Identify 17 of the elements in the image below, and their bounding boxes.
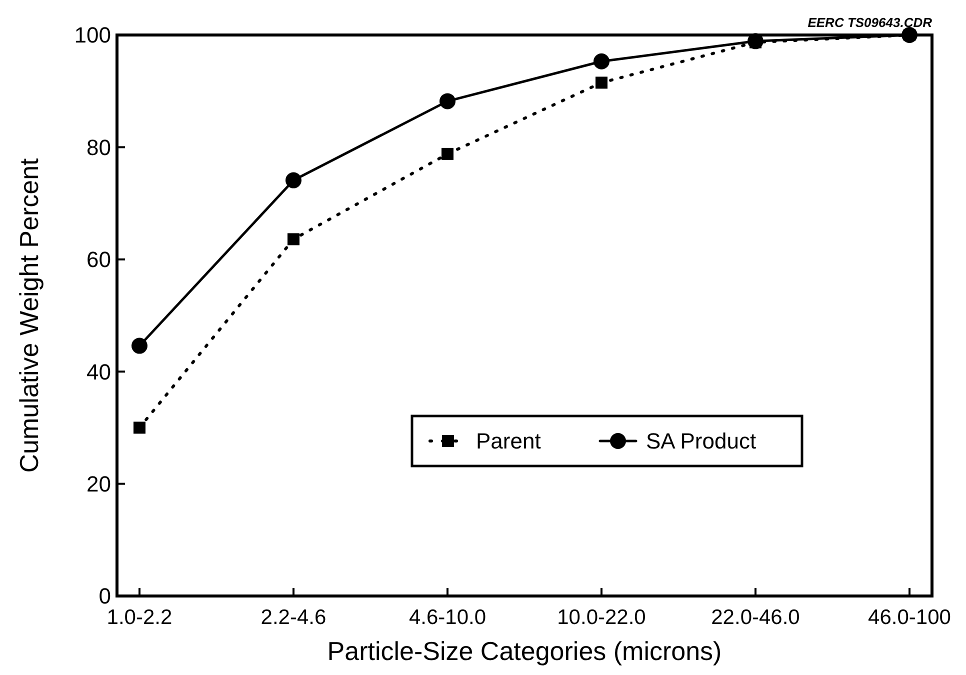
y-tick-label: 20 (86, 472, 111, 496)
y-tick-label: 40 (86, 359, 111, 384)
x-tick-label: 1.0-2.2 (106, 606, 172, 629)
text: EERC TS09643.CDR (808, 15, 933, 30)
x-tick-label: 10.0-22.0 (557, 606, 646, 629)
legend-label: SA Product (646, 428, 756, 454)
y-tick-label: 60 (86, 247, 111, 272)
x-axis-title: Particle-Size Categories (microns) (327, 636, 722, 666)
x-tick-label: 4.6-10.0 (408, 606, 486, 629)
x-tick-label: 22.0-46.0 (711, 606, 800, 629)
y-tick-label: 100 (74, 22, 111, 48)
x-tick-label: 2.2-4.6 (260, 606, 326, 629)
y-tick-label: 0 (98, 584, 111, 609)
legend-label: Parent (476, 428, 541, 454)
y-axis-title: Cumulative Weight Percent (14, 157, 44, 473)
y-tick-label: 80 (86, 134, 111, 160)
x-tick-label: 46.0-100 (868, 606, 951, 629)
